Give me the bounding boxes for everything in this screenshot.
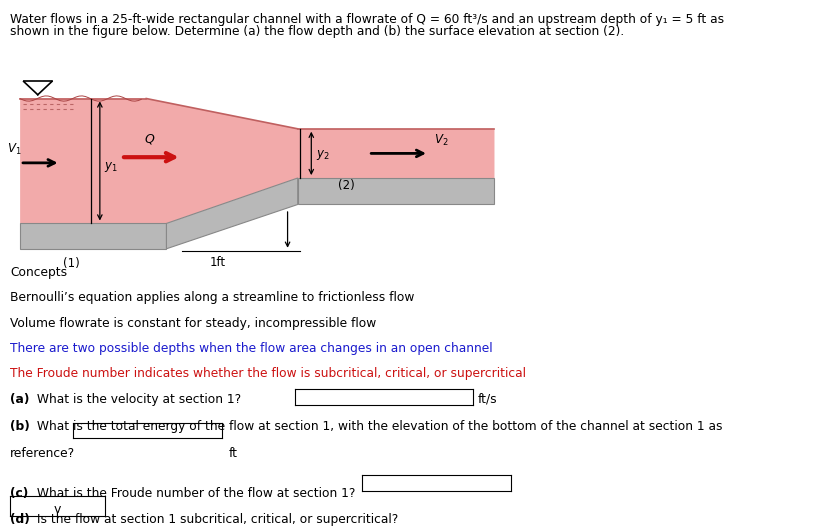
Text: (1): (1) <box>63 257 80 270</box>
Text: (2): (2) <box>338 179 354 192</box>
Text: The Froude number indicates whether the flow is subcritical, critical, or superc: The Froude number indicates whether the … <box>10 367 526 380</box>
Text: (d): (d) <box>10 513 30 526</box>
Text: $V_1$: $V_1$ <box>7 142 22 157</box>
Text: $y_1$: $y_1$ <box>105 160 118 173</box>
Text: Bernoulli’s equation applies along a streamline to frictionless flow: Bernoulli’s equation applies along a str… <box>10 291 414 305</box>
Text: Concepts: Concepts <box>10 266 67 279</box>
Polygon shape <box>167 178 298 249</box>
Text: What is the velocity at section 1?: What is the velocity at section 1? <box>33 393 242 406</box>
Text: $V_2$: $V_2$ <box>434 133 448 148</box>
Text: (c): (c) <box>10 487 28 500</box>
Text: There are two possible depths when the flow area changes in an open channel: There are two possible depths when the f… <box>10 342 492 355</box>
Text: (b): (b) <box>10 420 30 433</box>
Text: Is the flow at section 1 subcritical, critical, or supercritical?: Is the flow at section 1 subcritical, cr… <box>33 513 398 526</box>
Text: ft: ft <box>229 447 238 461</box>
Text: What is the Froude number of the flow at section 1?: What is the Froude number of the flow at… <box>33 487 355 500</box>
Text: $Q$: $Q$ <box>144 132 155 145</box>
Text: ft/s: ft/s <box>478 393 498 406</box>
Polygon shape <box>298 178 495 204</box>
Text: Volume flowrate is constant for steady, incompressible flow: Volume flowrate is constant for steady, … <box>10 317 376 330</box>
Polygon shape <box>20 223 167 249</box>
Text: shown in the figure below. Determine (a) the flow depth and (b) the surface elev: shown in the figure below. Determine (a)… <box>10 25 624 38</box>
Text: reference?: reference? <box>10 447 75 461</box>
Text: (a): (a) <box>10 393 29 406</box>
Text: $y_2$: $y_2$ <box>316 148 330 162</box>
Text: What is the total energy of the flow at section 1, with the elevation of the bot: What is the total energy of the flow at … <box>33 420 723 433</box>
Text: 1ft: 1ft <box>209 256 226 269</box>
Polygon shape <box>20 99 495 223</box>
Text: Water flows in a 25-ft-wide rectangular channel with a flowrate of Q = 60 ft³/s : Water flows in a 25-ft-wide rectangular … <box>10 13 724 26</box>
Text: v: v <box>54 503 61 516</box>
